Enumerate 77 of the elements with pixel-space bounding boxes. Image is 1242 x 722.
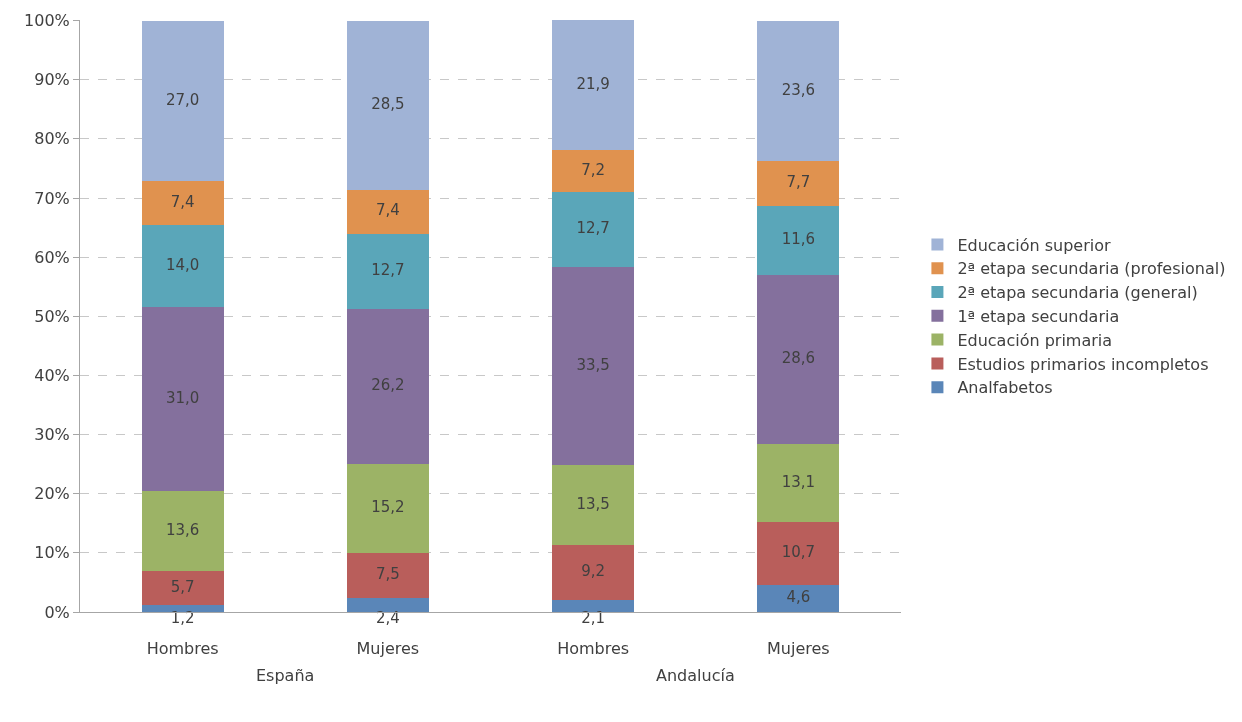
bar	[552, 267, 635, 466]
data-label: 26,2	[371, 375, 405, 394]
data-label: 12,7	[371, 260, 405, 279]
legend-label: 2ª etapa secundaria (general)	[957, 283, 1198, 303]
bar	[346, 233, 429, 309]
data-label: 33,5	[576, 356, 610, 375]
bar	[552, 149, 635, 193]
data-label: 15,2	[371, 498, 405, 517]
y-tick-label: 80%	[34, 129, 70, 149]
text: España	[256, 666, 315, 685]
y-tick-label: 100%	[24, 11, 70, 31]
data-label: 9,2	[581, 562, 606, 581]
data-label: 12,7	[576, 219, 610, 238]
data-label: 7,5	[375, 565, 400, 584]
bar	[757, 160, 840, 207]
data-label: 28,5	[371, 95, 405, 114]
data-label: 5,7	[170, 577, 195, 596]
data-label: 13,1	[781, 472, 816, 491]
x-tick-label: Mujeres	[356, 639, 420, 659]
bar	[141, 224, 224, 308]
bar	[552, 545, 635, 600]
bar	[346, 308, 429, 464]
legend-label: Estudios primarios incompletos	[957, 354, 1209, 374]
x-tick-label: Hombres	[557, 639, 630, 659]
data-label: 7,2	[581, 160, 606, 179]
y-tick-label: 10%	[34, 543, 70, 563]
y-tick-label: 90%	[34, 70, 70, 90]
bar	[552, 599, 635, 612]
legend-label: Analfabetos	[957, 378, 1053, 398]
data-label: 7,7	[786, 173, 811, 192]
data-label: 28,6	[781, 349, 816, 368]
bar	[141, 180, 224, 225]
bar	[346, 463, 429, 554]
bar	[346, 189, 429, 234]
bar	[757, 21, 840, 161]
bar	[757, 584, 840, 612]
y-tick-label: 20%	[34, 484, 70, 504]
bar	[552, 465, 635, 546]
y-tick-label: 40%	[34, 366, 70, 386]
legend-label: 2ª etapa secundaria (profesional)	[957, 259, 1226, 279]
y-tick-label: 60%	[34, 247, 70, 267]
x-tick-label: Mujeres	[767, 639, 830, 659]
y-tick-label: 30%	[34, 425, 70, 445]
bar	[141, 490, 224, 572]
text: Andalucía	[656, 666, 735, 685]
data-label: 14,0	[165, 255, 200, 274]
bar	[141, 604, 224, 612]
bar	[141, 307, 224, 491]
bar	[346, 553, 429, 598]
legend-label: 1ª etapa secundaria	[957, 307, 1120, 327]
data-label: 4,6	[786, 588, 811, 607]
bar	[141, 571, 224, 605]
bar	[757, 206, 840, 275]
data-label: 10,7	[781, 542, 816, 561]
legend-label: Educación superior	[957, 235, 1111, 255]
data-label: 7,4	[375, 201, 400, 220]
data-label: 13,5	[576, 495, 610, 513]
bar	[757, 521, 840, 585]
x-tick-label: Hombres	[146, 639, 219, 659]
bar	[757, 274, 840, 445]
y-tick-label: 70%	[34, 188, 70, 208]
data-label: 23,6	[781, 80, 816, 99]
bar	[552, 20, 635, 150]
data-label: 31,0	[165, 388, 200, 407]
bar	[552, 192, 635, 268]
legend-label: Educación primaria	[957, 330, 1113, 350]
y-tick-label: 50%	[34, 306, 70, 326]
y-tick-label: 0%	[44, 602, 70, 622]
bar	[346, 21, 429, 190]
bar	[757, 444, 840, 522]
data-label: 11,6	[781, 230, 816, 249]
data-label: 7,4	[170, 192, 195, 211]
bar	[346, 597, 429, 612]
data-label: 21,9	[576, 74, 610, 93]
data-label: 13,6	[165, 520, 200, 539]
bar	[141, 21, 224, 181]
data-label: 27,0	[165, 90, 200, 109]
